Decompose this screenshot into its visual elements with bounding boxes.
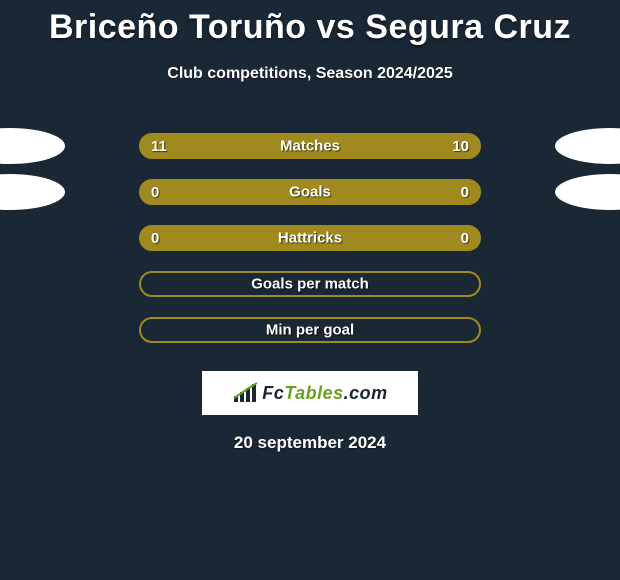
brand-fc: Fc	[262, 383, 284, 403]
stat-row: Goals per match	[0, 261, 620, 307]
stat-row: Min per goal	[0, 307, 620, 353]
player-avatar-left	[0, 128, 65, 164]
stat-label: Matches	[280, 138, 340, 155]
stat-value-left: 0	[151, 184, 181, 201]
stat-value-left: 11	[151, 138, 181, 155]
stat-row: 11 Matches 10	[0, 123, 620, 169]
stat-bar: 11 Matches 10	[139, 133, 481, 159]
brand-text: FcTables.com	[262, 383, 387, 404]
stat-row: 0 Goals 0	[0, 169, 620, 215]
stat-rows: 11 Matches 10 0 Goals 0 0 Hattricks 0 Goals per m…	[0, 123, 620, 353]
date-label: 20 september 2024	[0, 433, 620, 453]
brand-com: .com	[344, 383, 388, 403]
brand-logo: FcTables.com	[202, 371, 418, 415]
stat-value-left: 0	[151, 230, 181, 247]
stat-bar: Min per goal	[139, 317, 481, 343]
stat-bar: 0 Goals 0	[139, 179, 481, 205]
stat-row: 0 Hattricks 0	[0, 215, 620, 261]
stat-bar: Goals per match	[139, 271, 481, 297]
stat-label: Hattricks	[278, 230, 342, 247]
stat-value-right: 0	[439, 184, 469, 201]
stat-bar: 0 Hattricks 0	[139, 225, 481, 251]
subtitle: Club competitions, Season 2024/2025	[0, 65, 620, 83]
stat-label: Goals per match	[251, 276, 369, 293]
stat-label: Min per goal	[266, 322, 354, 339]
stat-label: Goals	[289, 184, 331, 201]
stat-value-right: 0	[439, 230, 469, 247]
player-avatar-right	[555, 174, 620, 210]
player-avatar-left	[0, 174, 65, 210]
brand-tables: Tables	[284, 383, 343, 403]
stat-value-right: 10	[439, 138, 469, 155]
bar-chart-icon	[232, 382, 258, 404]
page-title: Briceño Toruño vs Segura Cruz	[0, 0, 620, 47]
player-avatar-right	[555, 128, 620, 164]
